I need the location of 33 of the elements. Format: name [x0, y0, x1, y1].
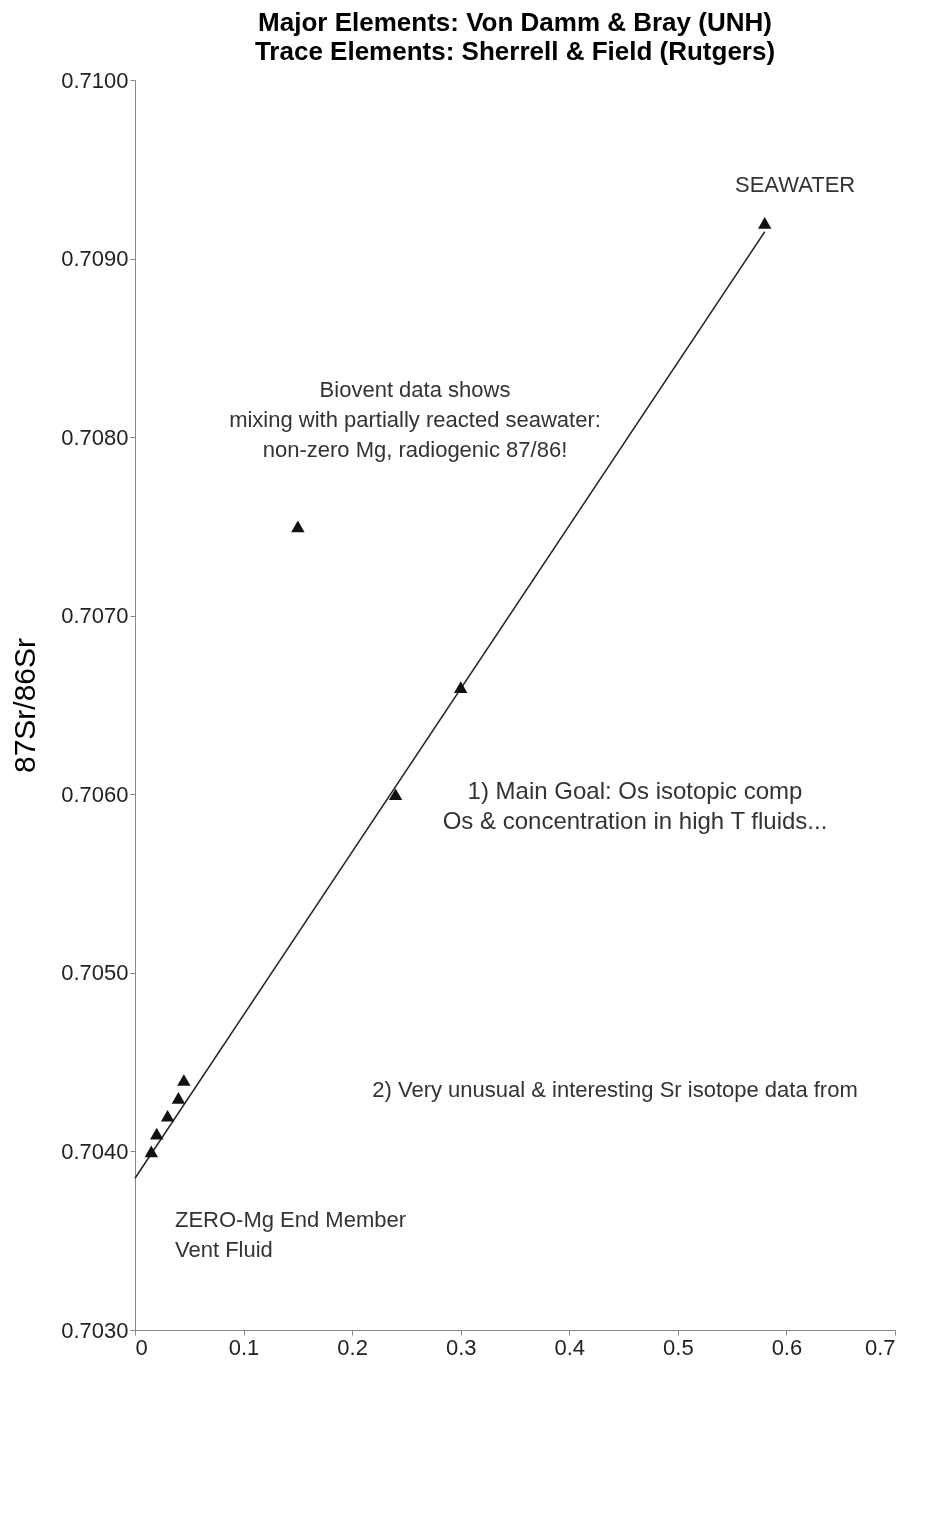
- x-tick-label: 0.6: [771, 1334, 803, 1360]
- y-tick-label: 0.7060: [61, 781, 129, 807]
- point: [160, 1109, 175, 1122]
- annotation: SEAWATER: [735, 172, 856, 197]
- annotation: Biovent data shows mixing with partially reacted seawater: non-zero Mg, radiogenic 87/86!: [229, 377, 601, 462]
- annotation: ZERO-Mg End Member Vent Fluid: [175, 1207, 407, 1262]
- point: [177, 1074, 191, 1086]
- y-tick-label: 0.7080: [61, 424, 129, 450]
- annotation: 2) Very unusual & interesting Sr isotope data from: [372, 1077, 858, 1102]
- point: [150, 1127, 164, 1140]
- x-tick-label: 0.4: [554, 1334, 586, 1360]
- x-tick-label: 0.3: [445, 1334, 477, 1360]
- point: [388, 788, 403, 801]
- y-tick-label: 0.7090: [61, 246, 129, 272]
- x-tick-label: 0.2: [337, 1334, 368, 1360]
- chart-title: Major Elements: Von Damm & Bray (UNH): [258, 7, 772, 37]
- y-tick-label: 0.7050: [61, 960, 129, 986]
- x-tick-label: 0.7: [864, 1334, 896, 1360]
- y-tick-label: 0.7030: [61, 1317, 129, 1343]
- x-tick-label: 0.1: [228, 1334, 260, 1360]
- point: [144, 1145, 158, 1158]
- y-axis-title: 87Sr/86Sr: [8, 637, 42, 774]
- annotation: 1) Main Goal: Os isotopic comp Os & concentration in high T fluids...: [442, 777, 828, 834]
- x-tick-label: 0: [135, 1334, 148, 1360]
- chart-subtitle: Trace Elements: Sherrell & Field (Rutgers): [254, 36, 776, 66]
- y-tick-label: 0.7070: [61, 603, 129, 629]
- x-tick-label: 0.5: [663, 1334, 694, 1360]
- point: [758, 217, 772, 229]
- point: [291, 520, 305, 533]
- y-tick-label: 0.7040: [61, 1138, 129, 1164]
- y-tick-label: 0.7100: [61, 67, 129, 93]
- point: [454, 681, 468, 693]
- point: [171, 1092, 186, 1104]
